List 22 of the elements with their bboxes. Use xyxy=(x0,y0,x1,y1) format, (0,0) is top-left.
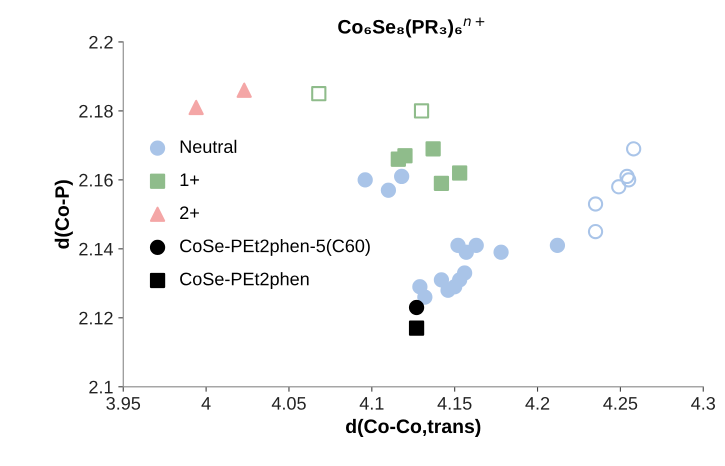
legend-label: Neutral xyxy=(180,140,236,154)
x-tick-label: 4.25 xyxy=(603,396,638,410)
y-tick-label: 2.2 xyxy=(89,36,113,48)
x-tick-label: 4.05 xyxy=(272,396,306,410)
x-tick-label: 4 xyxy=(202,397,211,410)
y-axis-title: d(Co-P) xyxy=(54,180,73,249)
legend-label: CoSe-PEt2phen xyxy=(180,272,309,289)
x-tick-label: 4.3 xyxy=(691,396,716,410)
y-tick-label: 2.12 xyxy=(79,312,113,324)
legend-label: CoSe-PEt2phen-5(C60) xyxy=(180,239,370,256)
x-axis-title: d(Co-Co,trans) xyxy=(346,418,480,438)
chart-title: Co₆Se₈(PR₃)₆$^{n+}$ xyxy=(338,17,484,38)
y-tick-label: 2.18 xyxy=(79,104,113,118)
x-tick-label: 4.1 xyxy=(360,397,384,410)
y-tick-label: 2.1 xyxy=(89,380,113,394)
x-tick-label: 3.95 xyxy=(106,396,140,410)
legend-label: 1+ xyxy=(180,174,199,186)
y-tick-label: 2.14 xyxy=(79,242,114,256)
y-tick-label: 2.16 xyxy=(79,174,113,187)
legend-label: 2+ xyxy=(180,206,199,220)
x-tick-label: 4.15 xyxy=(438,397,472,410)
x-tick-label: 4.2 xyxy=(525,396,550,410)
